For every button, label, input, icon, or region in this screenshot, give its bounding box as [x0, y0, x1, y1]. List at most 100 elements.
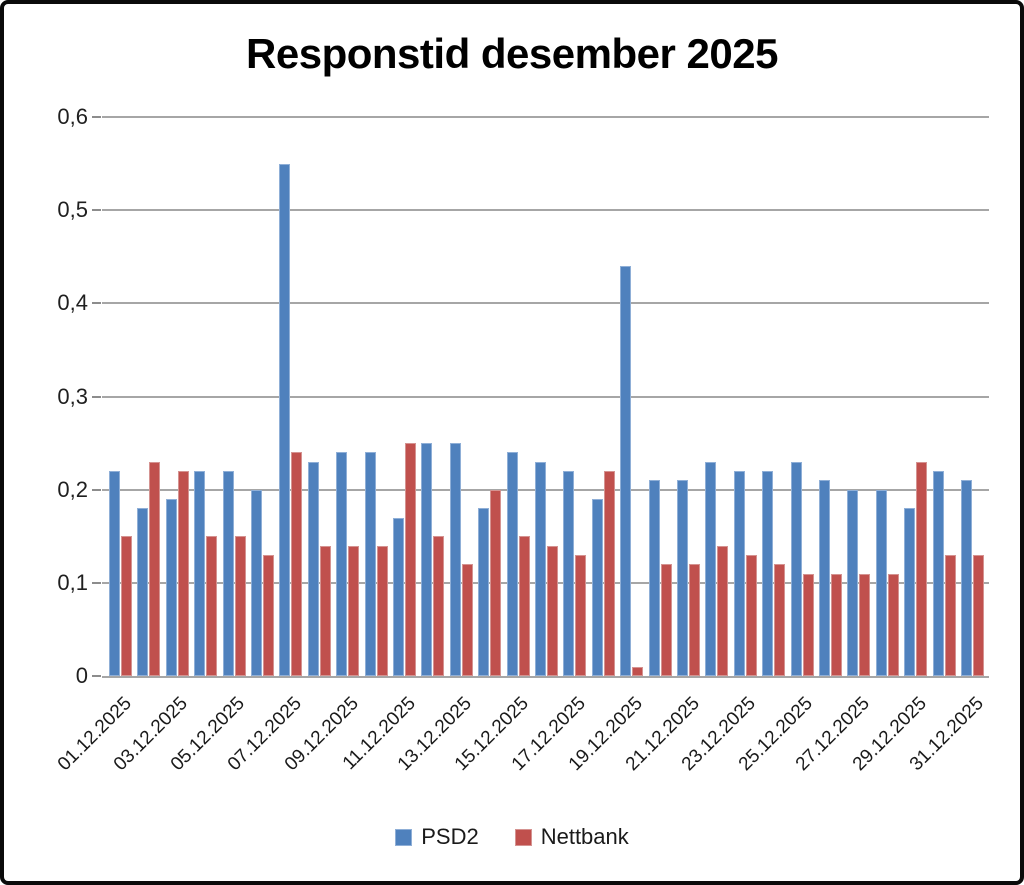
y-tick-mark: [92, 489, 101, 491]
bar-psd2-18.12.2025: [592, 499, 603, 676]
x-tick-label: 27.12.2025: [791, 693, 874, 776]
x-tick-label: 09.12.2025: [280, 693, 363, 776]
bar-nettbank-12.12.2025: [433, 536, 444, 676]
bar-group: [961, 117, 984, 676]
bar-group: [336, 117, 359, 676]
x-tick-label: 07.12.2025: [223, 693, 306, 776]
bar-psd2-31.12.2025: [961, 480, 972, 676]
legend-item-nettbank: Nettbank: [514, 824, 629, 850]
x-tick-label: 21.12.2025: [621, 693, 704, 776]
y-tick-label: 0,5: [57, 197, 88, 222]
bar-nettbank-24.12.2025: [774, 564, 785, 676]
bar-psd2-20.12.2025: [649, 480, 660, 676]
nettbank-series-swatch: [514, 828, 532, 846]
bar-group: [535, 117, 558, 676]
bar-group: [819, 117, 842, 676]
y-tick-mark: [92, 675, 101, 677]
bar-group: [876, 117, 899, 676]
bar-nettbank-25.12.2025: [803, 574, 814, 676]
nettbank-series-label: Nettbank: [540, 824, 629, 849]
bar-nettbank-26.12.2025: [831, 574, 842, 676]
plot-area: [102, 116, 989, 678]
bar-psd2-26.12.2025: [819, 480, 830, 676]
bar-psd2-03.12.2025: [166, 499, 177, 676]
bar-group: [137, 117, 160, 676]
bar-nettbank-14.12.2025: [490, 490, 501, 676]
bar-nettbank-21.12.2025: [689, 564, 700, 676]
bar-group: [592, 117, 615, 676]
bar-group: [847, 117, 870, 676]
chart-title: Responstid desember 2025: [246, 30, 778, 77]
y-tick-label: 0,6: [57, 104, 88, 129]
bar-psd2-29.12.2025: [904, 508, 915, 676]
gridline: [102, 209, 989, 211]
psd2-series-label: PSD2: [421, 824, 479, 849]
bar-nettbank-31.12.2025: [973, 555, 984, 676]
bar-psd2-27.12.2025: [847, 490, 858, 676]
y-tick-mark: [92, 582, 101, 584]
bar-psd2-07.12.2025: [279, 164, 290, 676]
bar-psd2-10.12.2025: [365, 452, 376, 676]
bar-nettbank-13.12.2025: [462, 564, 473, 676]
y-tick-label: 0: [75, 663, 88, 688]
bar-nettbank-18.12.2025: [604, 471, 615, 676]
bar-group: [450, 117, 473, 676]
bar-group: [109, 117, 132, 676]
bar-psd2-19.12.2025: [620, 266, 631, 676]
legend: PSD2 Nettbank: [4, 824, 1020, 850]
y-tick-label: 0,4: [57, 290, 88, 315]
bar-group: [166, 117, 189, 676]
bar-nettbank-03.12.2025: [178, 471, 189, 676]
bar-psd2-23.12.2025: [734, 471, 745, 676]
bar-psd2-15.12.2025: [507, 452, 518, 676]
x-tick-label: 25.12.2025: [734, 693, 817, 776]
bar-psd2-09.12.2025: [336, 452, 347, 676]
x-tick-label: 19.12.2025: [564, 693, 647, 776]
bar-psd2-01.12.2025: [109, 471, 120, 676]
gridline: [102, 302, 989, 304]
bar-nettbank-23.12.2025: [746, 555, 757, 676]
bar-psd2-08.12.2025: [308, 462, 319, 676]
bar-group: [904, 117, 927, 676]
bar-nettbank-17.12.2025: [575, 555, 586, 676]
bar-group: [507, 117, 530, 676]
bar-nettbank-11.12.2025: [405, 443, 416, 676]
bar-group: [762, 117, 785, 676]
bar-psd2-21.12.2025: [677, 480, 688, 676]
bar-nettbank-20.12.2025: [661, 564, 672, 676]
gridline: [102, 396, 989, 398]
bar-psd2-02.12.2025: [137, 508, 148, 676]
bar-group: [649, 117, 672, 676]
bar-group: [365, 117, 388, 676]
y-tick-label: 0,2: [57, 477, 88, 502]
bar-nettbank-06.12.2025: [263, 555, 274, 676]
x-tick-label: 23.12.2025: [677, 693, 760, 776]
y-tick-mark: [92, 302, 101, 304]
bar-psd2-25.12.2025: [791, 462, 802, 676]
bar-nettbank-28.12.2025: [888, 574, 899, 676]
x-tick-label: 29.12.2025: [848, 693, 931, 776]
bar-psd2-04.12.2025: [194, 471, 205, 676]
bar-psd2-28.12.2025: [876, 490, 887, 676]
bar-psd2-05.12.2025: [223, 471, 234, 676]
bar-psd2-24.12.2025: [762, 471, 773, 676]
bar-group: [563, 117, 586, 676]
y-tick-mark: [92, 209, 101, 211]
bar-psd2-06.12.2025: [251, 490, 262, 676]
bar-nettbank-02.12.2025: [149, 462, 160, 676]
y-tick-mark: [92, 396, 101, 398]
bar-nettbank-01.12.2025: [121, 536, 132, 676]
legend-item-psd2: PSD2: [395, 824, 479, 850]
x-tick-label: 05.12.2025: [166, 693, 249, 776]
bar-psd2-14.12.2025: [478, 508, 489, 676]
bar-group: [705, 117, 728, 676]
x-tick-label: 31.12.2025: [905, 693, 988, 776]
bar-nettbank-07.12.2025: [291, 452, 302, 676]
x-tick-label: 13.12.2025: [393, 693, 476, 776]
gridline: [102, 116, 989, 118]
bar-group: [421, 117, 444, 676]
bar-nettbank-05.12.2025: [235, 536, 246, 676]
x-tick-label: 11.12.2025: [338, 693, 420, 775]
bar-group: [308, 117, 331, 676]
